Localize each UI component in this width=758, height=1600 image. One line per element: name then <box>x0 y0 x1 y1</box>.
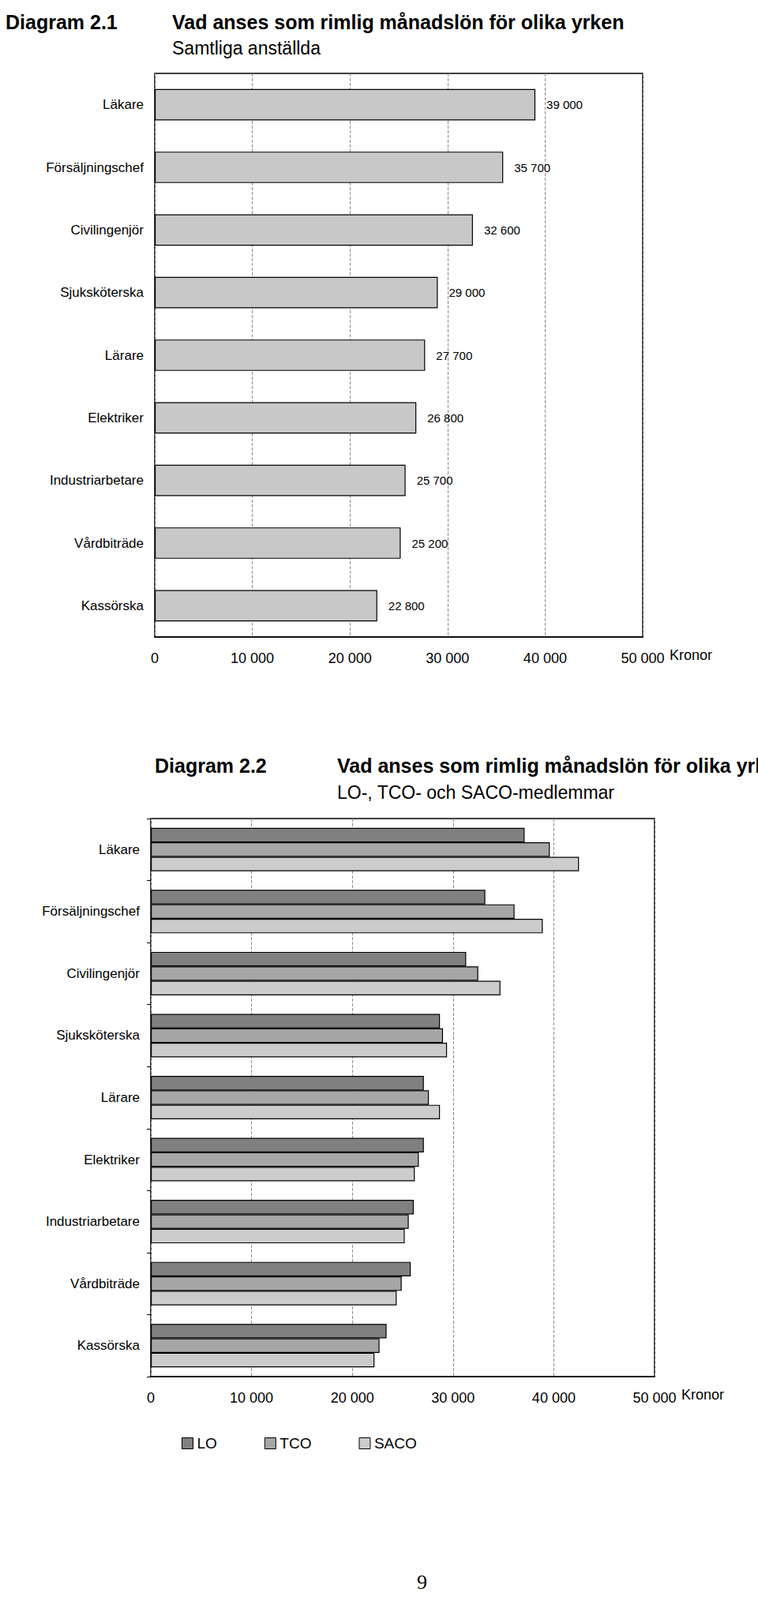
svg-text:50 000: 50 000 <box>632 1390 676 1407</box>
svg-text:25 200: 25 200 <box>411 536 448 551</box>
svg-text:LO: LO <box>197 1435 218 1453</box>
svg-text:SACO: SACO <box>374 1435 417 1453</box>
svg-text:Sjuksköterska: Sjuksköterska <box>60 285 144 301</box>
svg-text:Industriarbetare: Industriarbetare <box>45 1214 140 1230</box>
svg-text:35 700: 35 700 <box>514 161 551 175</box>
svg-text:Lärare: Lärare <box>101 1090 140 1106</box>
svg-text:29 000: 29 000 <box>448 285 485 300</box>
svg-text:Kassörska: Kassörska <box>81 598 145 614</box>
svg-text:0: 0 <box>150 650 159 667</box>
svg-text:Diagram 2.2: Diagram 2.2 <box>154 754 267 777</box>
svg-text:Försäljningschef: Försäljningschef <box>41 904 140 920</box>
svg-text:Försäljningschef: Försäljningschef <box>45 160 144 176</box>
svg-text:20 000: 20 000 <box>328 650 372 667</box>
svg-text:0: 0 <box>146 1390 155 1407</box>
svg-text:Vårdbiträde: Vårdbiträde <box>74 536 144 552</box>
svg-text:39 000: 39 000 <box>546 97 583 112</box>
svg-text:Kronor: Kronor <box>681 1387 725 1404</box>
svg-text:Läkare: Läkare <box>98 842 140 858</box>
svg-text:Elektriker: Elektriker <box>87 410 144 426</box>
svg-text:Industriarbetare: Industriarbetare <box>49 472 144 488</box>
svg-text:Civilingenjör: Civilingenjör <box>70 222 144 238</box>
svg-text:40 000: 40 000 <box>523 650 567 667</box>
svg-text:Kronor: Kronor <box>669 647 713 664</box>
svg-text:Lärare: Lärare <box>105 348 144 364</box>
svg-text:30 000: 30 000 <box>425 650 470 667</box>
svg-text:Sjuksköterska: Sjuksköterska <box>56 1028 140 1044</box>
svg-text:Civilingenjör: Civilingenjör <box>66 966 140 982</box>
svg-text:50 000: 50 000 <box>620 650 665 667</box>
svg-text:TCO: TCO <box>279 1435 312 1453</box>
svg-text:Vad anses som rimlig månadslön: Vad anses som rimlig månadslön för olika… <box>172 11 624 34</box>
svg-text:30 000: 30 000 <box>431 1390 475 1407</box>
svg-text:10 000: 10 000 <box>229 1390 274 1407</box>
svg-text:40 000: 40 000 <box>532 1390 576 1407</box>
svg-text:Samtliga anställda: Samtliga anställda <box>172 37 321 59</box>
svg-text:Kassörska: Kassörska <box>77 1338 141 1354</box>
svg-text:25 700: 25 700 <box>416 473 454 488</box>
svg-text:26 800: 26 800 <box>427 411 464 425</box>
svg-text:Elektriker: Elektriker <box>83 1152 140 1168</box>
svg-text:9: 9 <box>416 1571 428 1595</box>
svg-text:32 600: 32 600 <box>484 223 521 237</box>
svg-text:10 000: 10 000 <box>230 650 274 667</box>
svg-text:Läkare: Läkare <box>102 97 144 113</box>
svg-text:Diagram 2.1: Diagram 2.1 <box>5 11 118 34</box>
svg-text:Vad anses som rimlig månadslön: Vad anses som rimlig månadslön för olika… <box>337 754 758 777</box>
svg-text:LO-, TCO- och SACO-medlemmar: LO-, TCO- och SACO-medlemmar <box>337 782 615 804</box>
svg-text:20 000: 20 000 <box>330 1390 375 1407</box>
svg-text:Vårdbiträde: Vårdbiträde <box>70 1276 140 1292</box>
svg-text:22 800: 22 800 <box>388 599 425 613</box>
svg-text:27 700: 27 700 <box>435 348 473 363</box>
